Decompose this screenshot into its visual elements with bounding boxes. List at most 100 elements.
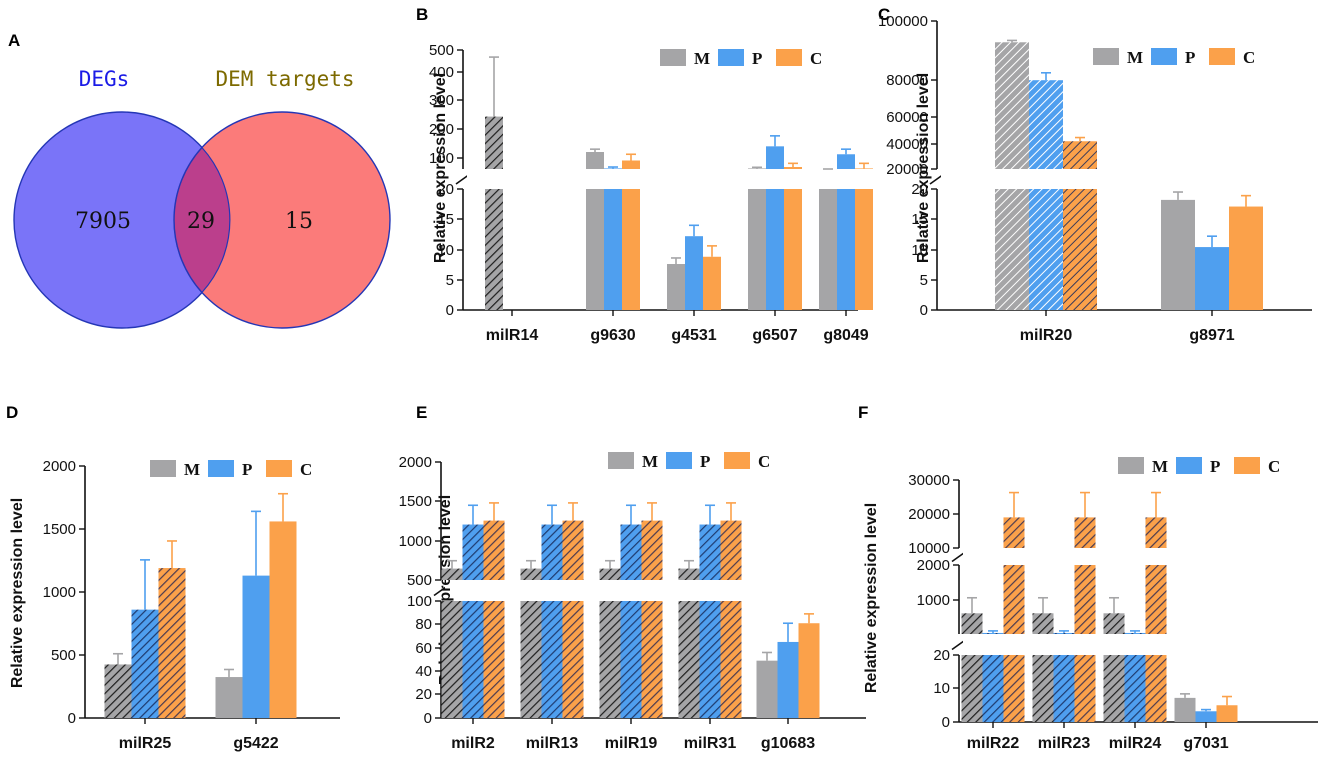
y-tick-label: 1500 (399, 493, 432, 510)
y-axis-label: Relative expression level (432, 73, 449, 263)
y-tick-label: 20 (911, 181, 928, 198)
bar-milR31-C (720, 520, 742, 580)
bar-milR20-M (995, 189, 1029, 310)
legend-swatch-M (1118, 457, 1144, 474)
legend-label-M: M (1152, 457, 1168, 476)
chart-panel-b: 0 5 10 15 20 100 200 300 400 500 Relative expressi… (429, 42, 873, 344)
legend-swatch-M (1093, 48, 1119, 65)
y-tick-label: 100000 (878, 13, 928, 30)
y-tick-label: 100 (429, 150, 454, 167)
bar-g6507-P (766, 189, 784, 310)
y-tick-label: 0 (424, 710, 432, 727)
y-tick-label: 40000 (886, 136, 928, 153)
x-tick-label: milR19 (605, 735, 658, 752)
y-tick-label: 20 (415, 686, 432, 703)
bar-g4531-P (685, 236, 703, 310)
legend-label-C: C (810, 49, 822, 68)
bar-milR20-P (1029, 80, 1063, 169)
panel-letter-b: B (416, 5, 428, 24)
bar-milR22-P (982, 655, 1004, 722)
y-tick-label: 1000 (399, 533, 432, 550)
bar-g9630-P (604, 189, 622, 310)
bar-g7031-C (1216, 705, 1238, 722)
bar-milR24-C (1145, 655, 1167, 722)
bar-milR23-P (1053, 655, 1075, 722)
y-tick-label: 20 (933, 647, 950, 664)
venn-left-label: DEGs (79, 67, 130, 91)
x-tick-label: g4531 (671, 327, 716, 344)
bar-g4531-C (703, 256, 721, 310)
bar-milR31-M (678, 601, 700, 718)
venn-right-label: DEM targets (215, 67, 354, 91)
bar-milR20-C (1063, 141, 1097, 169)
y-tick-label: 15 (437, 211, 454, 228)
legend-label-P: P (700, 452, 710, 471)
x-tick-label: milR14 (486, 327, 539, 344)
bar-milR31-C (720, 601, 742, 718)
x-tick-label: milR2 (451, 735, 495, 752)
bar-milR19-P (620, 601, 642, 718)
bar-milR25-P (131, 609, 159, 718)
legend-label-P: P (1210, 457, 1220, 476)
x-tick-label: milR24 (1109, 735, 1162, 752)
y-tick-label: 1500 (43, 521, 76, 538)
bar-milR13-C (562, 601, 584, 718)
y-tick-label: 2000 (43, 458, 76, 475)
legend-label-M: M (1127, 48, 1143, 67)
bar-milR24-M (1103, 655, 1125, 722)
legend-swatch-P (1151, 48, 1177, 65)
bar-milR23-C (1074, 655, 1096, 722)
bar-milR25-M (104, 664, 132, 718)
axis-break-gap (963, 548, 1322, 564)
y-tick-label: 0 (942, 714, 950, 731)
y-tick-label: 30000 (908, 472, 950, 489)
bar-g9630-M (586, 189, 604, 310)
bar-g9630-C (622, 160, 640, 169)
legend-swatch-C (776, 49, 802, 66)
venn-overlap-count: 29 (187, 209, 215, 234)
bar-g8971-P (1195, 247, 1229, 310)
bar-milR20-C (1063, 189, 1097, 310)
y-tick-label: 0 (446, 302, 454, 319)
y-tick-label: 20000 (886, 161, 928, 178)
bar-g9630-P (604, 168, 622, 169)
legend-label-M: M (184, 460, 200, 479)
bar-g5422-P (242, 575, 270, 718)
bar-g5422-M (215, 677, 243, 718)
panel-letter-a: A (8, 31, 20, 50)
bar-milR22-C (1003, 655, 1025, 722)
bar-milR2-M (441, 568, 463, 580)
y-tick-label: 10000 (908, 540, 950, 557)
x-tick-label: milR20 (1020, 327, 1073, 344)
bar-milR24-C (1145, 517, 1167, 548)
x-tick-label: g5422 (233, 735, 278, 752)
legend-label-P: P (242, 460, 252, 479)
bar-milR2-P (462, 601, 484, 718)
bar-g7031-M (1174, 697, 1196, 722)
panel-letter-d: D (6, 403, 18, 422)
y-tick-label: 80 (415, 616, 432, 633)
bar-milR13-M (520, 568, 542, 580)
bar-g10683-P (777, 641, 799, 718)
y-tick-label: 300 (429, 92, 454, 109)
y-tick-label: 10 (911, 242, 928, 259)
y-axis-label: Relative expression level (9, 498, 26, 688)
bar-milR2-C (483, 601, 505, 718)
y-tick-label: 0 (68, 710, 76, 727)
bar-milR31-P (699, 601, 721, 718)
bar-milR13-P (541, 524, 563, 580)
y-tick-label: 500 (429, 42, 454, 59)
y-tick-label: 500 (407, 572, 432, 589)
bar-g8049-C (855, 168, 873, 169)
x-tick-label: g10683 (761, 735, 815, 752)
bar-milR19-M (599, 568, 621, 580)
bar-milR31-M (678, 568, 700, 580)
y-tick-label: 5 (920, 272, 928, 289)
x-tick-label: g8049 (823, 327, 868, 344)
bar-milR22-C (1003, 565, 1025, 634)
bar-milR23-C (1074, 565, 1096, 634)
legend-swatch-P (1176, 457, 1202, 474)
bar-g6507-C (784, 167, 802, 169)
bar-milR23-C (1074, 517, 1096, 548)
